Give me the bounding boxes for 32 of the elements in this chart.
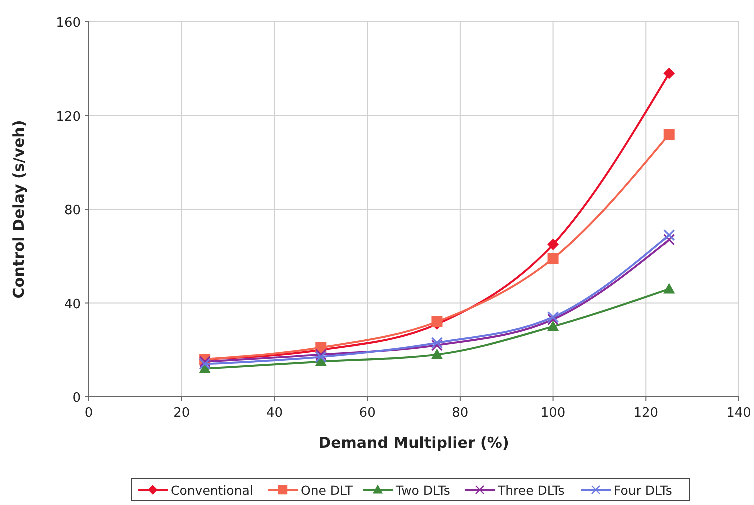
x-tick-label: 140 <box>726 406 752 421</box>
x-tick-label: 120 <box>634 406 659 421</box>
y-tick-label: 40 <box>64 297 81 312</box>
point <box>431 337 444 349</box>
point <box>664 229 676 242</box>
point <box>548 321 559 332</box>
point <box>432 316 443 328</box>
y-tick-label: 0 <box>72 391 81 406</box>
point <box>664 284 675 294</box>
x-tick-label: 0 <box>84 406 94 421</box>
point <box>432 349 443 360</box>
y-tick-label: 160 <box>56 16 81 31</box>
point <box>548 239 559 250</box>
y-tick-label: 120 <box>56 110 81 125</box>
y-tick-label: 80 <box>64 204 81 218</box>
point <box>431 340 444 352</box>
point <box>664 234 676 246</box>
legend-label: Conventional <box>171 483 254 498</box>
x-tick-label: 40 <box>266 406 283 421</box>
x-tick-label: 100 <box>540 406 566 421</box>
x-tick-label: 60 <box>359 406 376 421</box>
x-tick-label: 20 <box>174 406 190 421</box>
legend-label: Four DLTs <box>614 483 672 498</box>
legend-label: One DLT <box>301 483 354 498</box>
x-axis-title: Demand Multiplier (%) <box>318 434 510 452</box>
x-tick-label: 80 <box>452 406 469 421</box>
point <box>664 68 675 80</box>
legend-label: Two DLTs <box>395 483 450 498</box>
legend-label: Three DLTs <box>497 483 565 498</box>
point <box>548 253 559 264</box>
y-axis-title: Control Delay (s/veh) <box>10 120 28 299</box>
point <box>664 129 675 140</box>
